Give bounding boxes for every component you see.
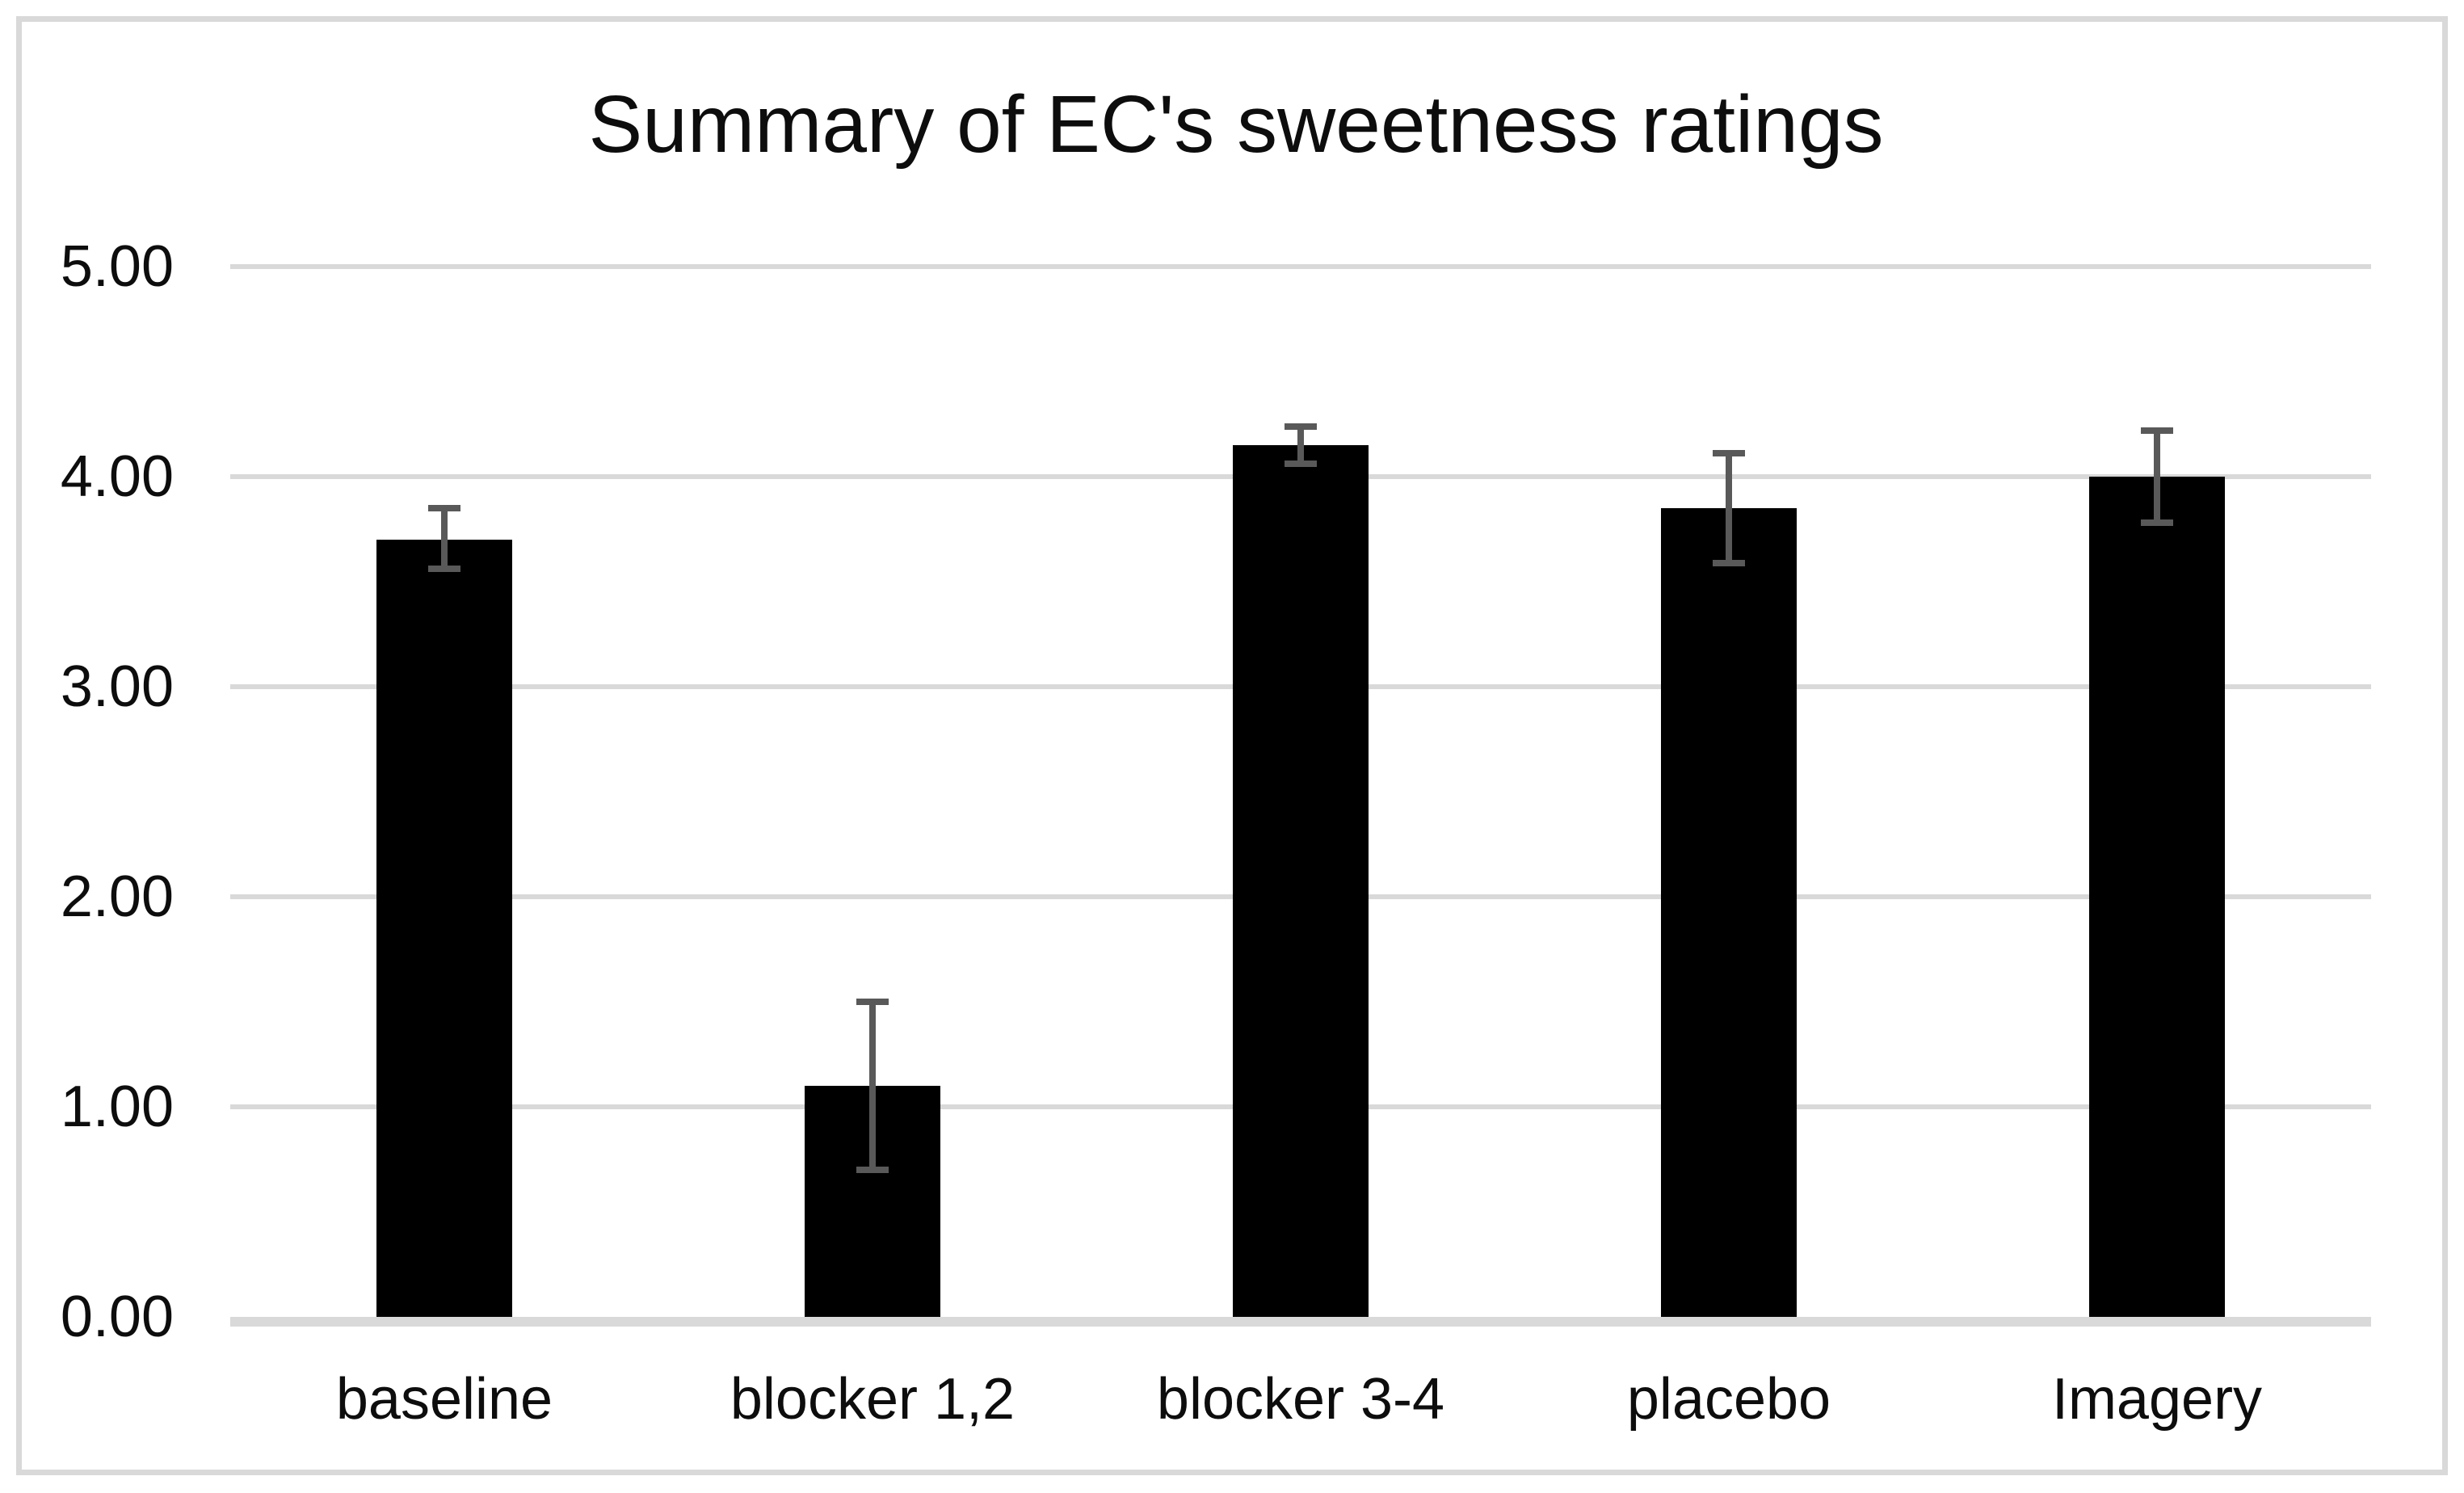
error-bar-cap-top (1285, 423, 1317, 430)
error-bar-cap-top (428, 505, 460, 511)
error-bar-cap-top (856, 999, 889, 1005)
bar-baseline (376, 540, 512, 1317)
error-bar-cap-bottom (428, 566, 460, 573)
error-bar-cap-top (2141, 427, 2173, 434)
error-bar-cap-bottom (856, 1167, 889, 1173)
error-bar-stem (441, 508, 448, 570)
error-bar-cap-top (1713, 450, 1745, 457)
bar-imagery (2089, 477, 2225, 1317)
x-category-label-baseline: baseline (335, 1367, 553, 1432)
chart-border (16, 16, 2448, 1475)
gridline (230, 264, 2371, 269)
bar-placebo (1661, 508, 1797, 1317)
y-tick-label: 2.00 (60, 864, 174, 929)
x-category-label-blocker-1-2: blocker 1,2 (730, 1367, 1015, 1432)
error-bar-cap-bottom (1713, 559, 1745, 566)
y-tick-label: 5.00 (60, 234, 174, 299)
y-tick-label: 4.00 (60, 444, 174, 509)
y-tick-label: 3.00 (60, 654, 174, 719)
error-bar-cap-bottom (2141, 519, 2173, 527)
x-category-label-blocker-3-4: blocker 3-4 (1156, 1367, 1445, 1432)
x-axis-line (230, 1317, 2371, 1327)
y-tick-label: 1.00 (60, 1075, 174, 1139)
x-category-label-imagery: Imagery (2051, 1367, 2263, 1432)
error-bar-stem (1726, 453, 1732, 563)
y-tick-label: 0.00 (60, 1285, 174, 1349)
x-category-label-placebo: placebo (1626, 1367, 1831, 1432)
bar-blocker-3-4 (1233, 445, 1369, 1317)
error-bar-cap-bottom (1285, 461, 1317, 468)
chart-title: Summary of EC's sweetness ratings (588, 79, 1884, 170)
error-bar-stem (869, 1002, 876, 1170)
error-bar-stem (2154, 430, 2160, 524)
error-bar-stem (1297, 426, 1304, 465)
